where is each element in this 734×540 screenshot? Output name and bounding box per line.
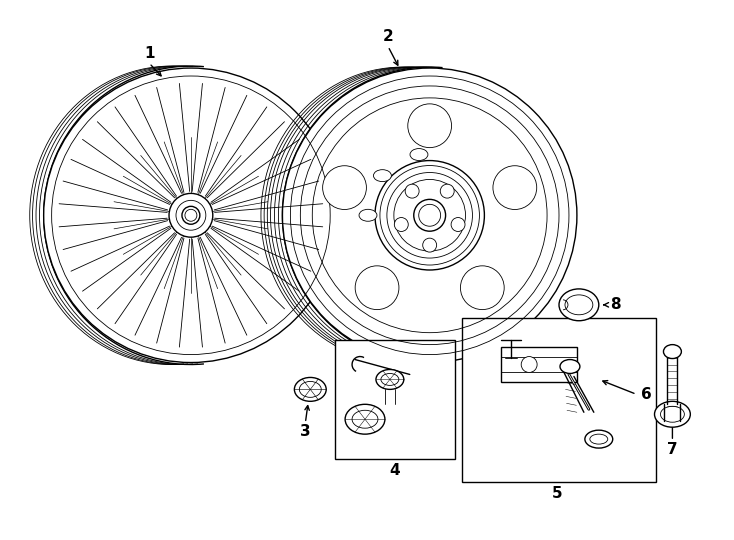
Ellipse shape — [585, 430, 613, 448]
Text: 8: 8 — [611, 298, 621, 312]
Ellipse shape — [521, 356, 537, 373]
Ellipse shape — [408, 104, 451, 147]
Ellipse shape — [440, 184, 454, 198]
Text: 7: 7 — [667, 442, 677, 457]
Text: 3: 3 — [300, 424, 310, 438]
Text: 6: 6 — [642, 387, 652, 402]
Bar — [462, 318, 655, 482]
Ellipse shape — [565, 295, 593, 315]
Ellipse shape — [394, 218, 408, 232]
Ellipse shape — [169, 193, 213, 237]
Text: 1: 1 — [144, 45, 154, 60]
Ellipse shape — [359, 210, 377, 221]
Ellipse shape — [375, 160, 484, 270]
Text: 5: 5 — [552, 487, 562, 501]
Ellipse shape — [323, 166, 366, 210]
Ellipse shape — [405, 184, 419, 198]
Ellipse shape — [559, 289, 599, 321]
Ellipse shape — [460, 266, 504, 309]
Ellipse shape — [374, 170, 391, 181]
Ellipse shape — [414, 199, 446, 231]
Ellipse shape — [355, 266, 399, 309]
Ellipse shape — [655, 401, 691, 427]
Bar — [335, 340, 454, 459]
Text: 4: 4 — [390, 463, 400, 478]
Ellipse shape — [664, 345, 681, 359]
Ellipse shape — [451, 218, 465, 232]
Ellipse shape — [294, 377, 326, 401]
Ellipse shape — [43, 68, 338, 362]
Ellipse shape — [560, 360, 580, 374]
Ellipse shape — [283, 68, 577, 362]
Ellipse shape — [423, 238, 437, 252]
Ellipse shape — [410, 148, 428, 160]
Ellipse shape — [376, 369, 404, 389]
Text: 2: 2 — [382, 29, 393, 44]
Ellipse shape — [493, 166, 537, 210]
Ellipse shape — [182, 206, 200, 224]
Ellipse shape — [345, 404, 385, 434]
Bar — [501, 347, 577, 382]
